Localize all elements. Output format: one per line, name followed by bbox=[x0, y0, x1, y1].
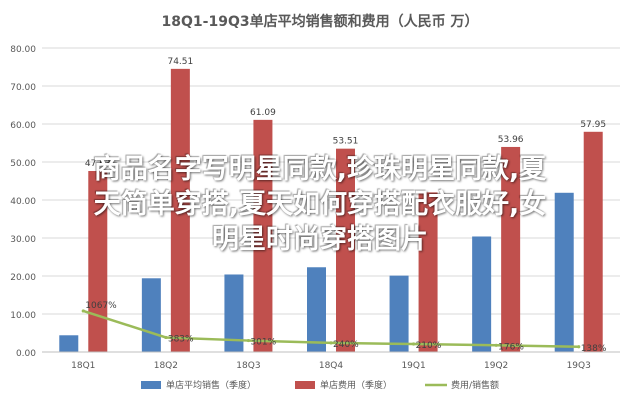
legend-swatch-sales bbox=[141, 381, 161, 389]
x-tick-label: 18Q1 bbox=[71, 361, 95, 371]
ratio-point bbox=[494, 343, 498, 347]
bar-cost bbox=[418, 192, 438, 352]
legend-label-sales: 单店平均销售（季度） bbox=[166, 379, 256, 391]
ratio-point bbox=[246, 338, 251, 343]
y-tick-label: 40.00 bbox=[10, 197, 36, 207]
bar-sales bbox=[59, 335, 79, 352]
bar-sales bbox=[472, 236, 492, 352]
bar-cost bbox=[253, 119, 273, 352]
x-tick-label: 18Q2 bbox=[154, 361, 178, 371]
y-tick-label: 0.00 bbox=[16, 349, 36, 359]
ratio-data-label: 210% bbox=[416, 341, 442, 351]
bar-sales bbox=[554, 192, 574, 352]
y-tick-label: 80.00 bbox=[10, 45, 36, 55]
ratio-data-label: 301% bbox=[250, 338, 276, 348]
ratio-point bbox=[164, 335, 168, 340]
ratio-data-label: 138% bbox=[581, 344, 607, 354]
y-tick-label: 30.00 bbox=[10, 235, 36, 245]
y-tick-label: 60.00 bbox=[10, 121, 36, 131]
legend-swatch-cost bbox=[295, 381, 315, 389]
y-axis-ticks: 0.00 10.00 20.00 30.00 40.00 50.00 60.00 70.00 8… bbox=[10, 45, 36, 359]
chart-title: 18Q1-19Q3单店平均销售额和费用（人民币 万） bbox=[162, 13, 479, 30]
bar-cost bbox=[170, 68, 190, 352]
bars: 47.63 74.51 61.09 53.51 53.96 57.95 bbox=[59, 57, 606, 352]
bar-cost bbox=[88, 171, 108, 352]
bar-cost bbox=[583, 131, 603, 352]
ratio-point bbox=[81, 309, 85, 313]
bar-cost-data-label: 53.51 bbox=[333, 137, 359, 147]
ratio-point bbox=[411, 342, 416, 346]
x-tick-label: 19Q2 bbox=[484, 361, 508, 371]
ratio-data-label: 176% bbox=[498, 342, 524, 352]
x-tick-label: 19Q3 bbox=[567, 361, 591, 371]
y-tick-label: 10.00 bbox=[10, 311, 36, 321]
gridlines bbox=[42, 47, 620, 353]
y-tick-label: 50.00 bbox=[10, 159, 36, 169]
bar-cost-data-label: 74.51 bbox=[167, 57, 193, 67]
bar-sales bbox=[389, 275, 409, 352]
x-tick-label: 18Q3 bbox=[236, 361, 260, 371]
bar-sales bbox=[224, 274, 244, 352]
bar-cost bbox=[336, 148, 355, 352]
bar-cost-data-label: 47.63 bbox=[85, 159, 111, 169]
ratio-line: 1067% 383% 301% 240% 210% 176% 138% bbox=[81, 301, 607, 354]
x-tick-label: 19Q1 bbox=[401, 361, 425, 371]
x-axis-ticks: 18Q1 18Q2 18Q3 18Q4 19Q1 19Q2 19Q3 bbox=[42, 351, 620, 371]
bar-cost-data-label: 57.95 bbox=[580, 120, 606, 130]
bar-cost-data-label: 53.96 bbox=[498, 135, 524, 145]
ratio-point bbox=[329, 341, 333, 345]
ratio-point bbox=[577, 345, 581, 349]
x-tick-label: 18Q4 bbox=[319, 361, 344, 371]
ratio-data-label: 240% bbox=[333, 340, 359, 350]
y-tick-label: 20.00 bbox=[10, 273, 36, 283]
y-tick-label: 70.00 bbox=[10, 83, 36, 93]
ratio-data-label: 383% bbox=[168, 334, 194, 344]
ratio-data-label: 1067% bbox=[85, 301, 117, 311]
bar-sales bbox=[307, 267, 326, 352]
bar-cost bbox=[501, 146, 521, 352]
legend: 单店平均销售（季度） 单店费用（季度） 费用/销售额 bbox=[141, 379, 499, 391]
bar-cost-data-label: 61.09 bbox=[250, 108, 276, 118]
bar-sales bbox=[141, 278, 161, 352]
legend-label-cost: 单店费用（季度） bbox=[320, 379, 392, 391]
legend-label-ratio: 费用/销售额 bbox=[451, 379, 499, 391]
